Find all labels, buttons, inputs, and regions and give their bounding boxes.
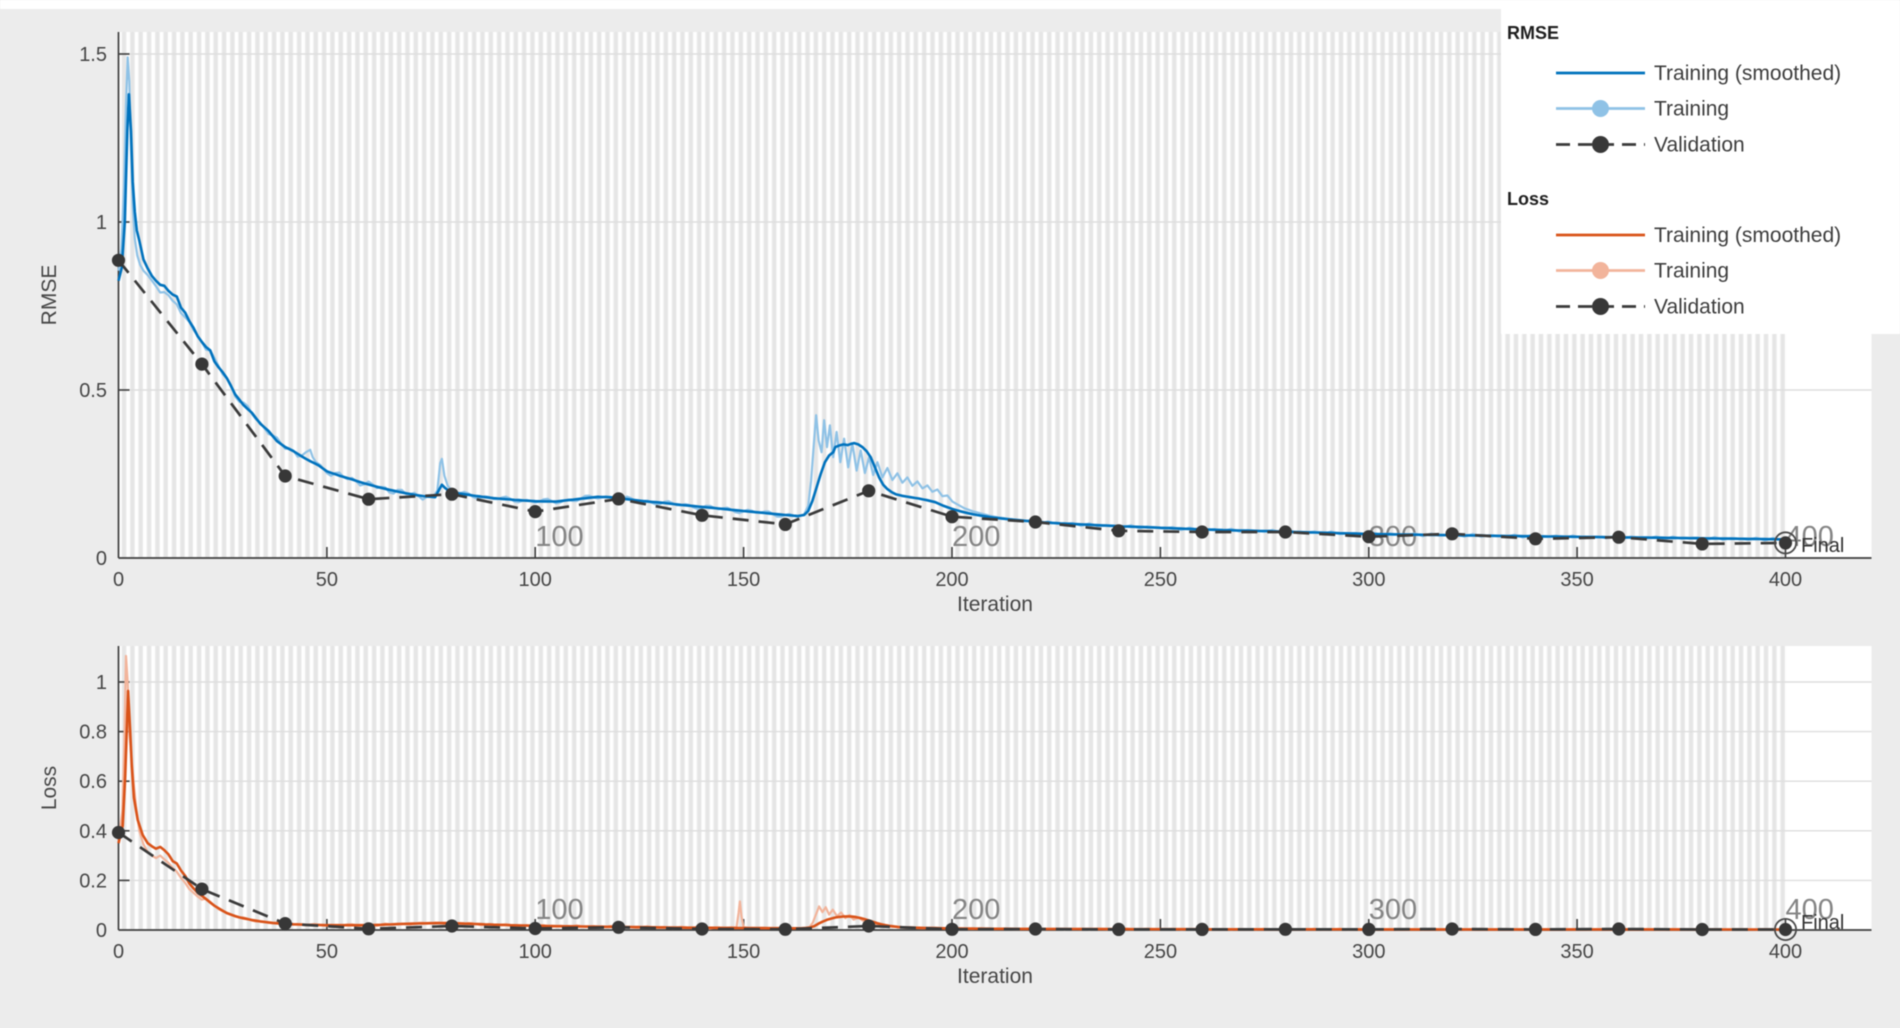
svg-text:Iteration: Iteration [957,965,1033,988]
svg-text:250: 250 [1144,569,1177,591]
svg-text:200: 200 [952,894,1000,926]
svg-text:300: 300 [1369,894,1417,926]
svg-text:0.8: 0.8 [79,722,107,744]
svg-text:150: 150 [727,941,760,963]
svg-text:0: 0 [96,920,107,942]
svg-text:Final: Final [1801,912,1844,934]
svg-text:50: 50 [316,569,338,591]
svg-text:100: 100 [535,521,583,553]
svg-text:0: 0 [113,569,124,591]
svg-text:RMSE: RMSE [1507,23,1559,43]
svg-text:0: 0 [113,941,124,963]
svg-text:100: 100 [519,569,552,591]
svg-text:100: 100 [535,894,583,926]
svg-text:400: 400 [1786,894,1834,926]
svg-text:0.5: 0.5 [79,380,107,402]
svg-text:350: 350 [1560,569,1593,591]
svg-text:Training: Training [1654,98,1729,121]
svg-text:400: 400 [1769,569,1802,591]
svg-text:400: 400 [1769,941,1802,963]
svg-text:Training: Training [1654,260,1729,283]
svg-text:200: 200 [935,941,968,963]
svg-text:0.4: 0.4 [79,821,107,843]
svg-text:Iteration: Iteration [957,593,1033,616]
svg-text:50: 50 [316,941,338,963]
svg-text:150: 150 [727,569,760,591]
svg-text:Loss: Loss [38,766,61,810]
svg-text:1: 1 [96,672,107,694]
svg-text:300: 300 [1352,941,1385,963]
svg-text:1: 1 [96,212,107,234]
svg-text:0: 0 [96,548,107,570]
svg-text:Validation: Validation [1654,134,1745,157]
svg-text:200: 200 [952,521,1000,553]
svg-text:200: 200 [935,569,968,591]
svg-text:Loss: Loss [1507,189,1549,209]
svg-text:350: 350 [1560,941,1593,963]
svg-text:250: 250 [1144,941,1177,963]
svg-text:100: 100 [519,941,552,963]
svg-text:0.2: 0.2 [79,870,107,892]
svg-text:Validation: Validation [1654,296,1745,319]
svg-text:1.5: 1.5 [79,44,107,66]
svg-text:300: 300 [1352,569,1385,591]
svg-text:RMSE: RMSE [38,265,61,326]
svg-text:Training (smoothed): Training (smoothed) [1654,62,1841,85]
svg-text:Training (smoothed): Training (smoothed) [1654,224,1841,247]
svg-text:Final: Final [1801,535,1844,557]
svg-text:0.6: 0.6 [79,771,107,793]
